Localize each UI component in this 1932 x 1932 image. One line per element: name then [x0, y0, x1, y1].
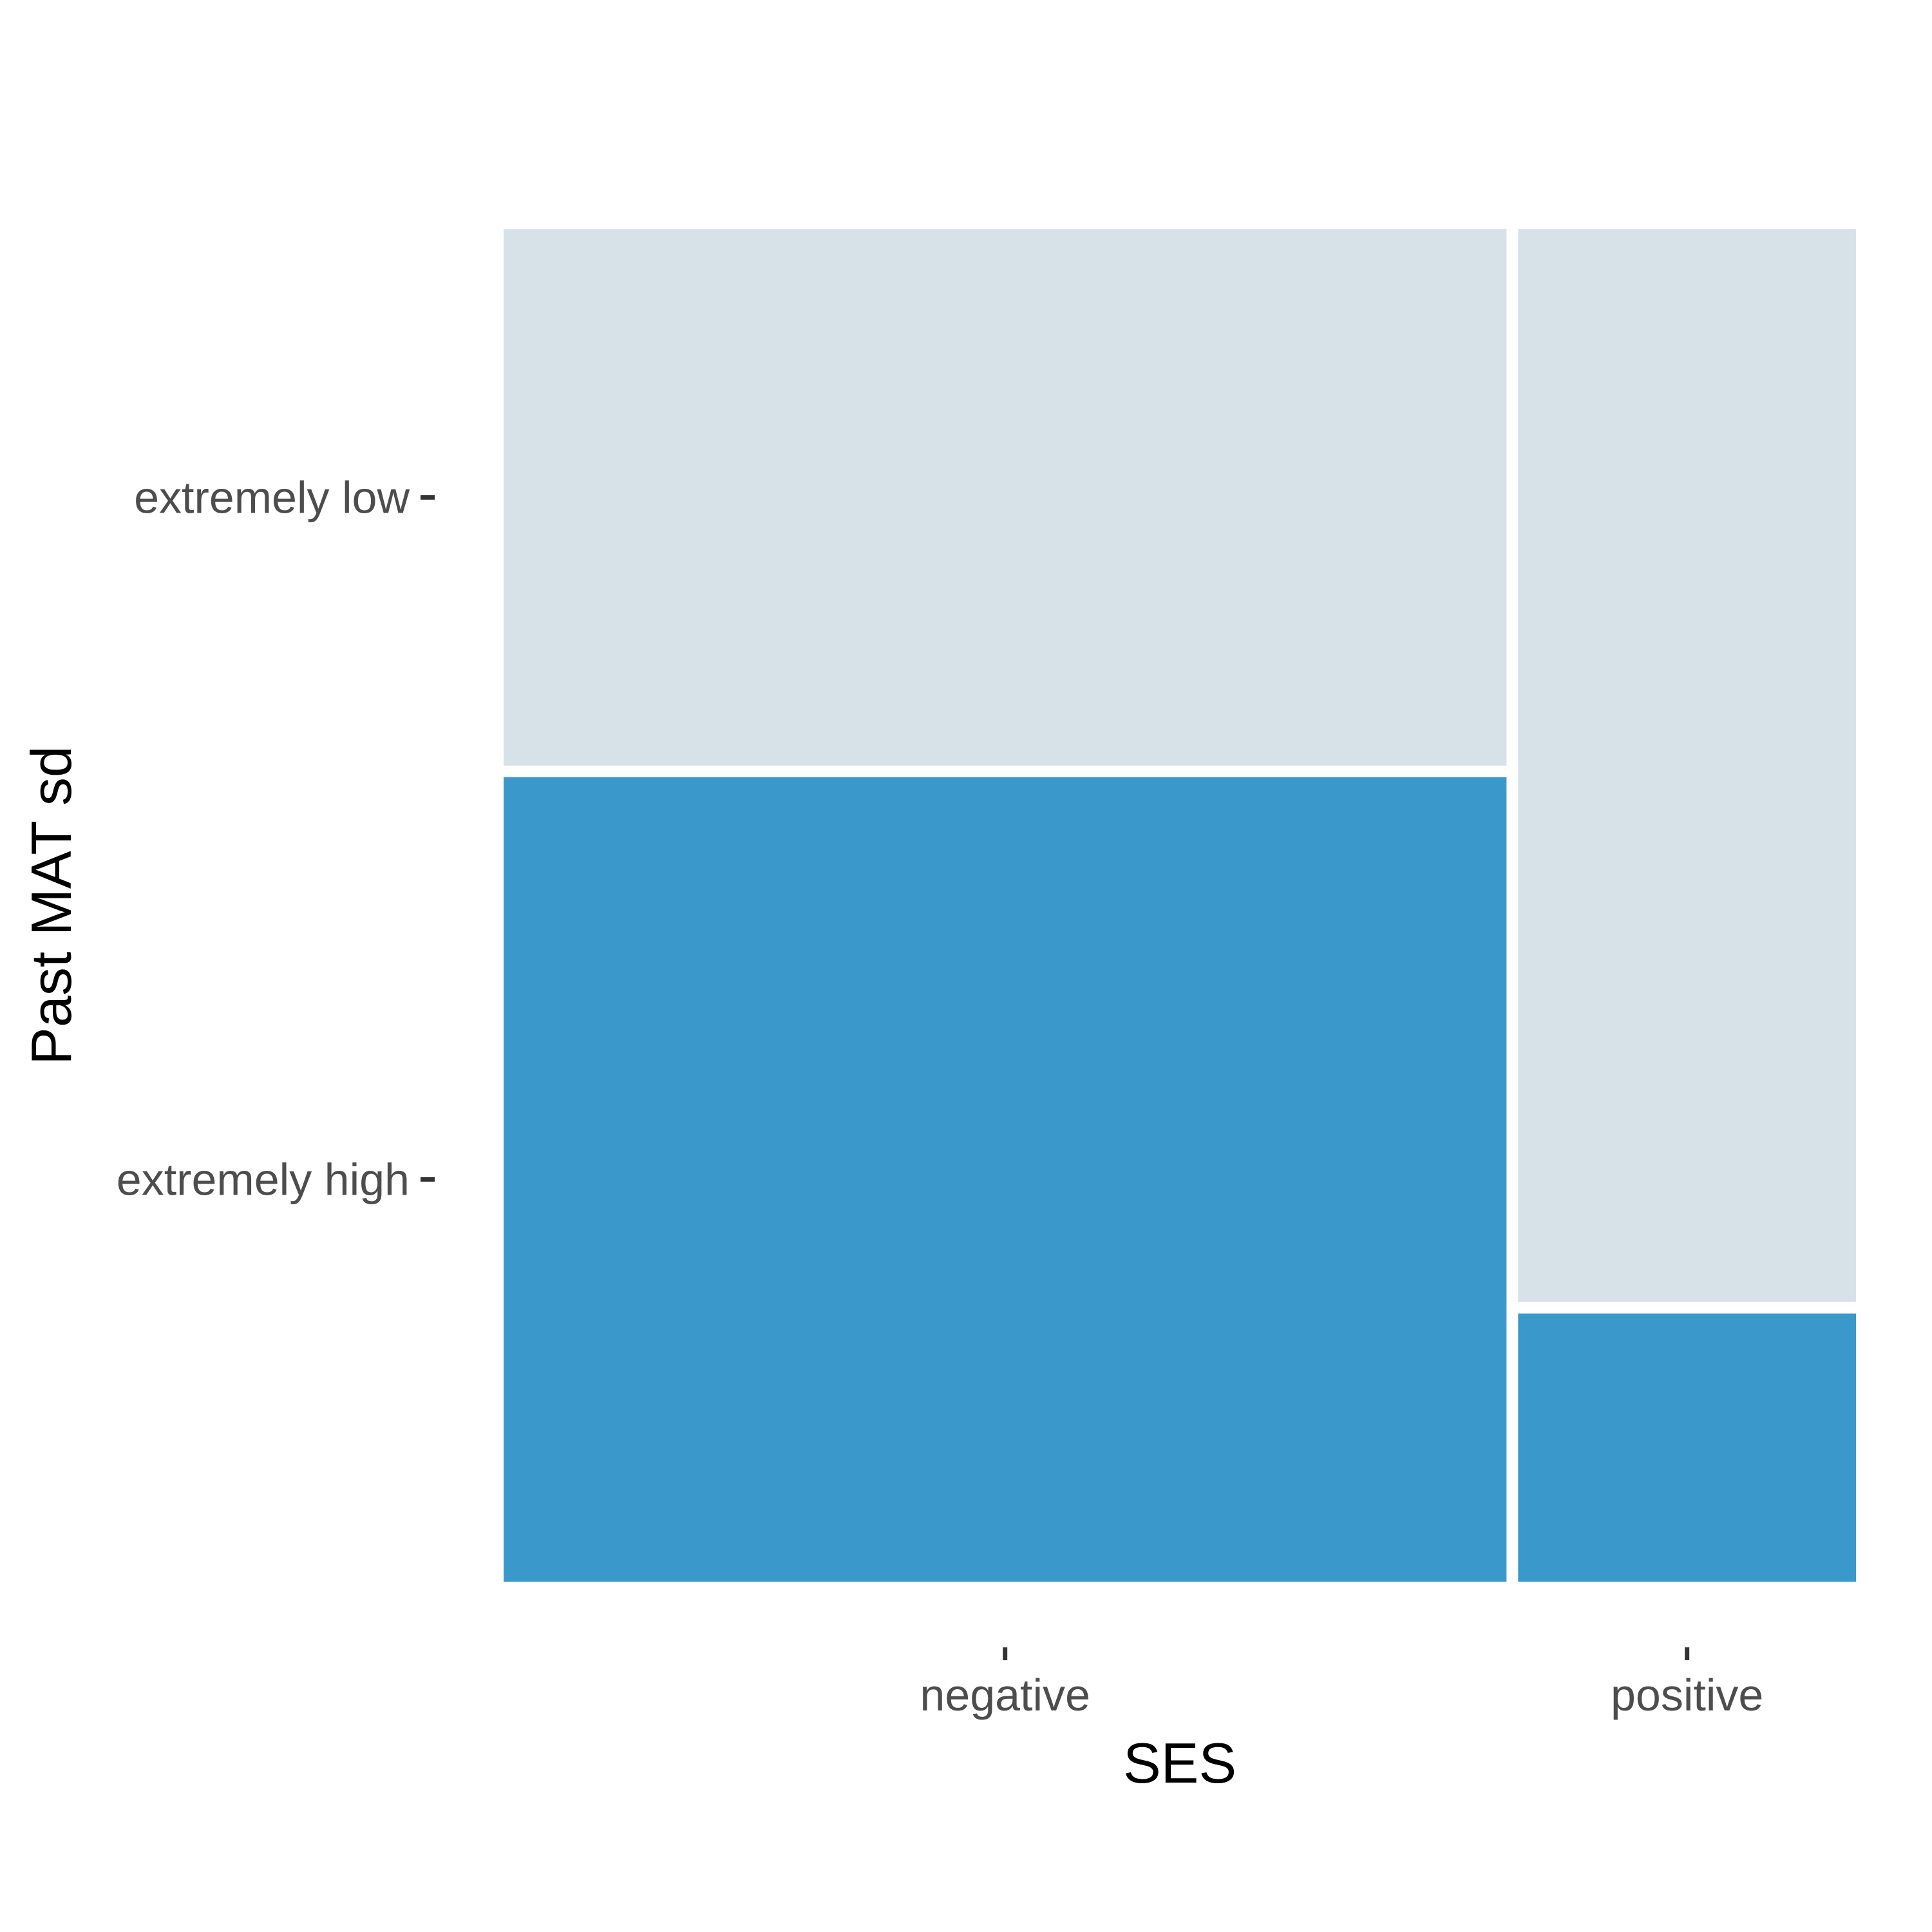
x-tick-label-negative: negative — [920, 1670, 1090, 1720]
y-tick-label-extremely-low: extremely low — [134, 472, 410, 522]
x-tick-label-positive: positive — [1611, 1670, 1763, 1720]
cell-positive-extremely-high — [1518, 1313, 1856, 1582]
y-axis-title: Past MAT sd — [19, 746, 83, 1065]
mosaic-cells — [504, 229, 1856, 1582]
cell-negative-extremely-high — [504, 777, 1507, 1582]
cell-negative-extremely-low — [504, 229, 1507, 766]
x-axis: negative positive — [920, 1647, 1763, 1720]
cell-positive-extremely-low — [1518, 229, 1856, 1302]
x-axis-title: SES — [1123, 1731, 1236, 1795]
y-axis: extremely low extremely high — [117, 472, 435, 1204]
y-tick-label-extremely-high: extremely high — [117, 1154, 410, 1204]
